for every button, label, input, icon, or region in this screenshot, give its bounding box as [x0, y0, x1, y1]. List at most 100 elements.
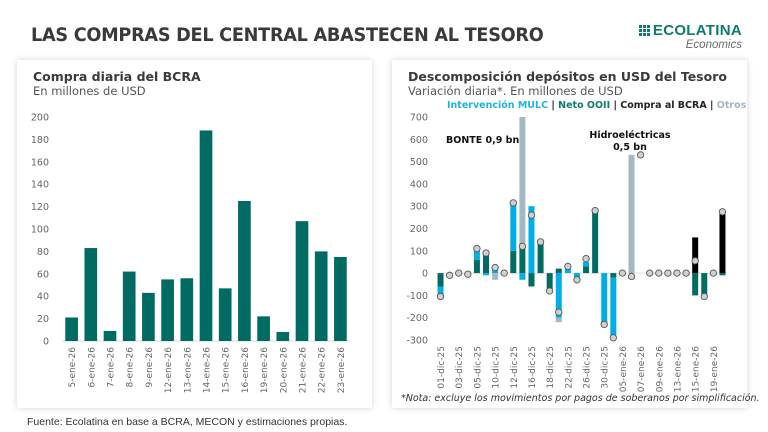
- legend-separator: |: [610, 100, 621, 111]
- x-tick-label: 23-ene-26: [337, 347, 347, 393]
- bar-segment: [492, 273, 499, 280]
- x-tick-label: 8-ene-26: [126, 347, 136, 388]
- chart-title: Compra diaria del BCRA: [33, 69, 201, 84]
- x-tick-label: 18-dic-25: [546, 346, 556, 389]
- total-dot: [564, 262, 572, 271]
- bar-segment: [583, 261, 590, 267]
- bar-segment: [610, 277, 617, 338]
- total-dot: [618, 269, 627, 277]
- chart-subtitle: En millones de USD: [33, 84, 146, 98]
- total-dot: [646, 269, 654, 277]
- x-tick-label: 13-ene-26: [183, 347, 193, 393]
- total-dot: [691, 257, 699, 265]
- bar-segment: [692, 237, 699, 274]
- logo: ECOLATINA Economics: [638, 22, 742, 51]
- page-title: LAS COMPRAS DEL CENTRAL ABASTECEN AL TES…: [31, 24, 544, 46]
- chart-card-tesoro: Descomposición depósitos en USD del Teso…: [392, 60, 760, 408]
- bar-segment: [719, 210, 726, 274]
- x-tick-label: 10-dic-25: [492, 346, 502, 389]
- bar: [238, 201, 251, 341]
- x-tick-label: 14-ene-26: [203, 347, 213, 393]
- y-tick-label: 0: [43, 337, 49, 348]
- annotation-bonte: BONTE 0,9 bn: [446, 135, 519, 146]
- bar-segment: [692, 273, 699, 296]
- y-tick-label: -100: [406, 291, 428, 302]
- total-dot: [600, 320, 608, 329]
- legend-separator: |: [548, 100, 559, 111]
- bar-segment: [483, 273, 490, 276]
- chart-subtitle: Variación diaria*. En millones de USD: [408, 84, 623, 98]
- y-tick-label: 700: [410, 113, 428, 124]
- x-tick-label: 19-ene-26: [710, 346, 720, 392]
- total-dot: [609, 334, 617, 342]
- legend-item-ooii: Neto OOII: [558, 100, 611, 111]
- y-tick-label: 140: [31, 180, 49, 191]
- x-tick-label: 16-ene-26: [241, 347, 251, 393]
- total-dot: [536, 238, 545, 246]
- y-tick-label: 160: [31, 157, 49, 168]
- bcra-bar-chart: 0 20 40 60 80 100 120 140 160 180 200 5-ene-26 6-ene…: [31, 113, 350, 393]
- logo-grid-icon: [638, 25, 650, 36]
- y-tick-label: 20: [37, 314, 49, 325]
- y-tick-label: 100: [410, 246, 428, 257]
- bar-segment: [519, 273, 526, 280]
- chart-title: Descomposición depósitos en USD del Teso…: [408, 69, 727, 84]
- x-tick-label: 16-dic-25: [528, 346, 538, 389]
- bar-segment: [701, 273, 708, 296]
- total-dot: [482, 249, 490, 257]
- x-tick-label: 15-ene-26: [692, 346, 702, 392]
- x-tick-label: 01-dic-25: [437, 346, 447, 389]
- total-dot: [718, 208, 727, 216]
- bar: [199, 130, 213, 341]
- bar: [314, 251, 328, 341]
- y-tick-label: 80: [37, 247, 49, 258]
- bar-segment: [719, 273, 726, 276]
- bar: [180, 278, 194, 341]
- x-tick-label: 20-ene-26: [279, 347, 289, 393]
- y-tick-label: 180: [31, 135, 49, 146]
- bar: [334, 257, 347, 341]
- x-tick-label: 22-ene-26: [318, 347, 328, 393]
- x-tick-label: 19-ene-26: [260, 347, 270, 393]
- bar: [65, 317, 78, 341]
- x-tick-label: 30-dic-25: [601, 346, 611, 389]
- y-tick-label: -300: [406, 336, 428, 347]
- total-dot: [673, 269, 681, 277]
- x-tick-label: 03-dic-25: [455, 346, 465, 389]
- total-dot: [636, 151, 645, 159]
- bar-segment: [473, 248, 480, 260]
- bar: [84, 248, 98, 341]
- y-tick-label: -200: [406, 313, 428, 324]
- total-dot: [509, 199, 517, 207]
- annotation-hidro: Hidroeléctricas: [589, 130, 671, 141]
- bar-segment: [610, 273, 617, 278]
- total-dot: [664, 269, 672, 277]
- bar-segment: [510, 203, 517, 251]
- bar-segment: [555, 317, 562, 323]
- x-tick-label: 13-ene-26: [673, 346, 683, 392]
- total-dot: [527, 211, 536, 219]
- chart-note: *Nota: excluye los movimientos por pagos…: [401, 393, 760, 404]
- legend-item-bcra: Compra al BCRA: [620, 100, 707, 111]
- total-dot: [473, 244, 481, 253]
- bar-segment: [546, 273, 553, 291]
- x-tick-label: 9-ene-26: [145, 347, 155, 388]
- y-tick-label: 60: [37, 269, 49, 280]
- bar-segment: [437, 286, 444, 297]
- x-tick-label: 7-ene-26: [107, 347, 117, 388]
- x-tick-label: 09-ene-26: [655, 346, 665, 392]
- bar: [257, 316, 270, 341]
- total-dot: [700, 292, 708, 301]
- bar: [295, 221, 309, 341]
- x-tick-label: 12-ene-26: [164, 347, 174, 393]
- y-tick-label: 40: [37, 292, 49, 303]
- legend-separator: |: [706, 100, 717, 111]
- y-tick-label: 120: [31, 202, 49, 213]
- bar-segment: [583, 266, 590, 274]
- bar-segment: [555, 273, 562, 318]
- x-tick-label: 21-ene-26: [299, 347, 309, 393]
- total-dot: [436, 292, 445, 301]
- total-dot: [455, 269, 463, 277]
- bar: [142, 292, 155, 341]
- legend-item-otros: Otros: [716, 100, 747, 111]
